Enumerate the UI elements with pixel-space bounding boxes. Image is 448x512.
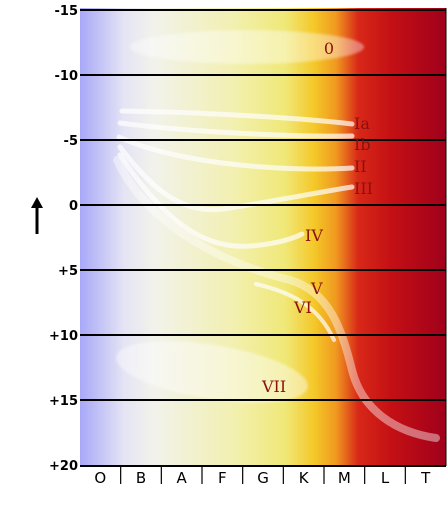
y-tick-label: -10 bbox=[55, 69, 79, 84]
luminosity-label-V: V bbox=[310, 279, 323, 298]
band-II bbox=[116, 134, 355, 172]
spectral-class-label: F bbox=[218, 469, 227, 487]
band-0 bbox=[130, 30, 364, 64]
spectral-class-label: K bbox=[299, 469, 310, 487]
y-tick-label: -15 bbox=[55, 4, 79, 19]
luminosity-label-Ib: Ib bbox=[354, 135, 371, 154]
luminosity-label-III: III bbox=[354, 179, 373, 198]
spectral-class-label: G bbox=[257, 469, 269, 487]
band-Ib bbox=[117, 120, 355, 139]
y-tick-label: +20 bbox=[49, 459, 78, 474]
spectral-class-label: L bbox=[381, 469, 390, 487]
luminosity-label-Ia: Ia bbox=[354, 114, 370, 133]
luminosity-bands bbox=[113, 30, 440, 442]
spectral-class-label: O bbox=[94, 469, 106, 487]
band-IV bbox=[117, 152, 305, 249]
gridlines bbox=[80, 9, 446, 401]
band-V-main-sequence bbox=[113, 156, 440, 442]
y-tick-label: +5 bbox=[58, 264, 78, 279]
band-VII-white-dwarf bbox=[116, 341, 308, 403]
y-tick-label: 0 bbox=[69, 199, 78, 214]
spectral-class-label: A bbox=[177, 469, 188, 487]
band-III bbox=[117, 144, 355, 213]
spectral-class-label: T bbox=[420, 469, 431, 487]
y-tick-label: +15 bbox=[49, 394, 78, 409]
luminosity-label-0: 0 bbox=[324, 39, 334, 58]
band-Ia bbox=[119, 108, 355, 127]
luminosity-label-VII: VII bbox=[261, 377, 286, 396]
luminosity-label-VI: VI bbox=[293, 298, 312, 317]
y-tick-label: +10 bbox=[49, 329, 78, 344]
luminosity-label-II: II bbox=[354, 157, 367, 176]
y-axis-tick-labels: -15 -10 -5 0 +5 +10 +15 +20 bbox=[49, 4, 78, 474]
up-arrow-icon bbox=[31, 197, 43, 234]
spectral-class-label: M bbox=[338, 469, 351, 487]
luminosity-label-IV: IV bbox=[305, 226, 323, 245]
band-VI-subdwarf bbox=[254, 282, 336, 342]
y-tick-label: -5 bbox=[64, 134, 78, 149]
spectral-class-label: B bbox=[136, 469, 146, 487]
